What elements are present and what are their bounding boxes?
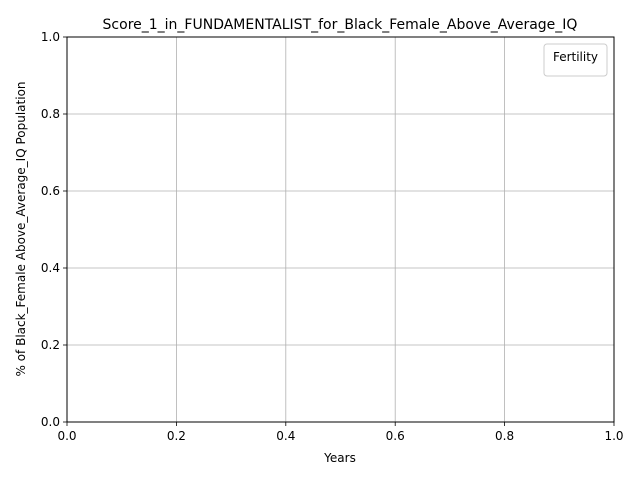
y-axis-label: % of Black_Female Above_Average_IQ Popul… (14, 81, 28, 376)
chart-title: Score_1_in_FUNDAMENTALIST_for_Black_Fema… (103, 17, 578, 33)
x-axis-label: Years (323, 451, 356, 465)
legend: Fertility (544, 44, 607, 76)
legend-title: Fertility (553, 50, 598, 64)
y-tick-label: 0.6 (41, 184, 60, 198)
y-tick-label: 0.0 (41, 415, 60, 429)
x-tick-label: 0.4 (276, 429, 295, 443)
y-tick-label: 1.0 (41, 30, 60, 44)
x-tick-label: 1.0 (604, 429, 623, 443)
x-tick-label: 0.0 (57, 429, 76, 443)
x-tick-label: 0.6 (386, 429, 405, 443)
x-tick-label: 0.8 (495, 429, 514, 443)
y-tick-label: 0.8 (41, 107, 60, 121)
y-tick-label: 0.4 (41, 261, 60, 275)
x-tick-label: 0.2 (167, 429, 186, 443)
y-tick-label: 0.2 (41, 338, 60, 352)
